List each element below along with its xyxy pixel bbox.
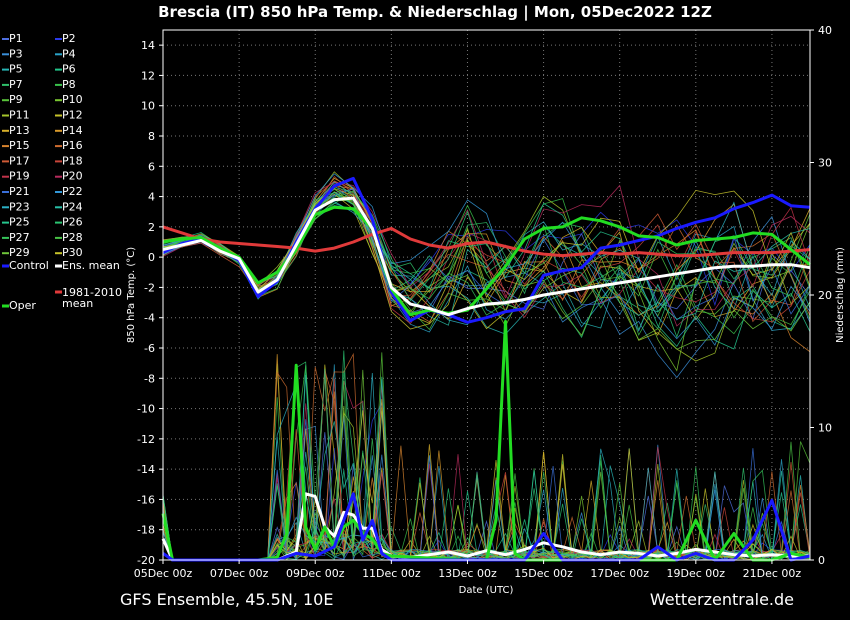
legend-label: P29	[9, 246, 30, 259]
y-tick-label: -16	[137, 493, 155, 506]
series-lines	[161, 176, 811, 562]
legend-label: P18	[62, 154, 83, 167]
x-tick-label: 19Dec 00z	[667, 567, 726, 580]
legend-label: P4	[62, 47, 76, 60]
y-tick-label: 14	[141, 39, 155, 52]
y-tick-label: -18	[137, 524, 155, 537]
y-tick-label: -10	[137, 403, 155, 416]
y2-tick-label: 10	[818, 422, 832, 435]
y-tick-label: -12	[137, 433, 155, 446]
x-tick-label: 07Dec 00z	[210, 567, 269, 580]
member-temp-line	[162, 186, 811, 316]
footer-model-location: GFS Ensemble, 45.5N, 10E	[120, 590, 333, 609]
legend-label: Ens. mean	[62, 259, 120, 272]
y-tick-label: -14	[137, 463, 155, 476]
legend-label: P19	[9, 170, 30, 183]
legend-label: P7	[9, 78, 23, 91]
y-tick-label: 4	[148, 191, 155, 204]
series-temp-oper	[162, 205, 811, 317]
y-tick-label: -4	[144, 312, 155, 325]
x-tick-label: 09Dec 00z	[286, 567, 345, 580]
legend-label: Oper	[9, 299, 36, 312]
legend-label: P17	[9, 154, 30, 167]
legend-label: 1981-2010 mean	[62, 286, 122, 310]
footer-source: Wetterzentrale.de	[650, 590, 794, 609]
y2-tick-label: 0	[818, 554, 825, 567]
y2-tick-label: 30	[818, 157, 832, 170]
legend-label: P6	[62, 63, 76, 76]
legend-label: P15	[9, 139, 30, 152]
legend-label: P10	[62, 93, 83, 106]
legend-label: P14	[62, 124, 83, 137]
series-temp-1981-2010-mean	[162, 225, 811, 258]
series-temp-ens-mean	[162, 196, 811, 317]
y-tick-label: 12	[141, 69, 155, 82]
y-tick-label: 2	[148, 221, 155, 234]
legend-label: P24	[62, 200, 83, 213]
legend-label: P16	[62, 139, 83, 152]
legend-label: P12	[62, 109, 83, 122]
y2-axis-ticks: 40 30 20 10 0	[810, 24, 832, 567]
y-tick-label: -20	[137, 554, 155, 567]
legend-label: P21	[9, 185, 30, 198]
legend-label: P9	[9, 93, 23, 106]
legend-label: P22	[62, 185, 83, 198]
x-tick-label: 05Dec 00z	[134, 567, 193, 580]
series-precip-ens-mean	[161, 492, 810, 562]
x-axis-label: Date (UTC)	[459, 585, 514, 596]
legend-label: P1	[9, 32, 23, 45]
y-axis-ticks: 14 12 10 8 6 4 2 0 -2 -4 -6 -8 -10 -12 -14 -16 -18 -20	[137, 39, 163, 567]
x-tick-label: 11Dec 00z	[362, 567, 421, 580]
series-precip-oper	[161, 320, 811, 562]
legend-label: P5	[9, 63, 23, 76]
y-tick-label: -2	[144, 281, 155, 294]
y-tick-label: 6	[148, 160, 155, 173]
y-tick-label: -8	[144, 372, 155, 385]
legend-label: P11	[9, 109, 30, 122]
member-temp-line	[162, 181, 811, 327]
y2-axis-label: Niederschlag (mm)	[835, 247, 846, 343]
member-temp-line	[162, 181, 811, 326]
legend-label: P8	[62, 78, 76, 91]
x-tick-label: 13Dec 00z	[438, 567, 497, 580]
x-tick-label: 21Dec 00z	[743, 567, 802, 580]
y-axis-label: 850 hPa Temp. (°C)	[126, 247, 137, 343]
legend-label: P30	[62, 246, 83, 259]
legend-label: P26	[62, 216, 83, 229]
y2-tick-label: 20	[818, 289, 832, 302]
member-temp-line	[162, 188, 811, 331]
legend-label: P13	[9, 124, 30, 137]
y-tick-label: 10	[141, 100, 155, 113]
chart-title: Brescia (IT) 850 hPa Temp. & Niederschla…	[158, 3, 712, 22]
legend-label: P20	[62, 170, 83, 183]
legend-label: P25	[9, 216, 30, 229]
legend-label: P27	[9, 231, 30, 244]
legend-label: Control	[9, 259, 49, 272]
legend: P1 P2 P3 P4 P5 P6 P7 P8 P9 P10 P11 P12 P13 P14 P15 P16 P…	[2, 32, 122, 312]
legend-label: P28	[62, 231, 83, 244]
x-axis-ticks: 05Dec 00z 07Dec 00z 09Dec 00z 11Dec 00z 13De…	[134, 560, 802, 580]
y-tick-label: 0	[148, 251, 155, 264]
y2-tick-label: 40	[818, 24, 832, 37]
legend-label: P3	[9, 47, 23, 60]
legend-label: P2	[62, 32, 76, 45]
y-tick-label: -6	[144, 342, 155, 355]
y-tick-label: 8	[148, 130, 155, 143]
series-temp-control	[162, 176, 811, 324]
x-tick-label: 15Dec 00z	[514, 567, 573, 580]
legend-label: P23	[9, 200, 30, 213]
x-tick-label: 17Dec 00z	[590, 567, 649, 580]
